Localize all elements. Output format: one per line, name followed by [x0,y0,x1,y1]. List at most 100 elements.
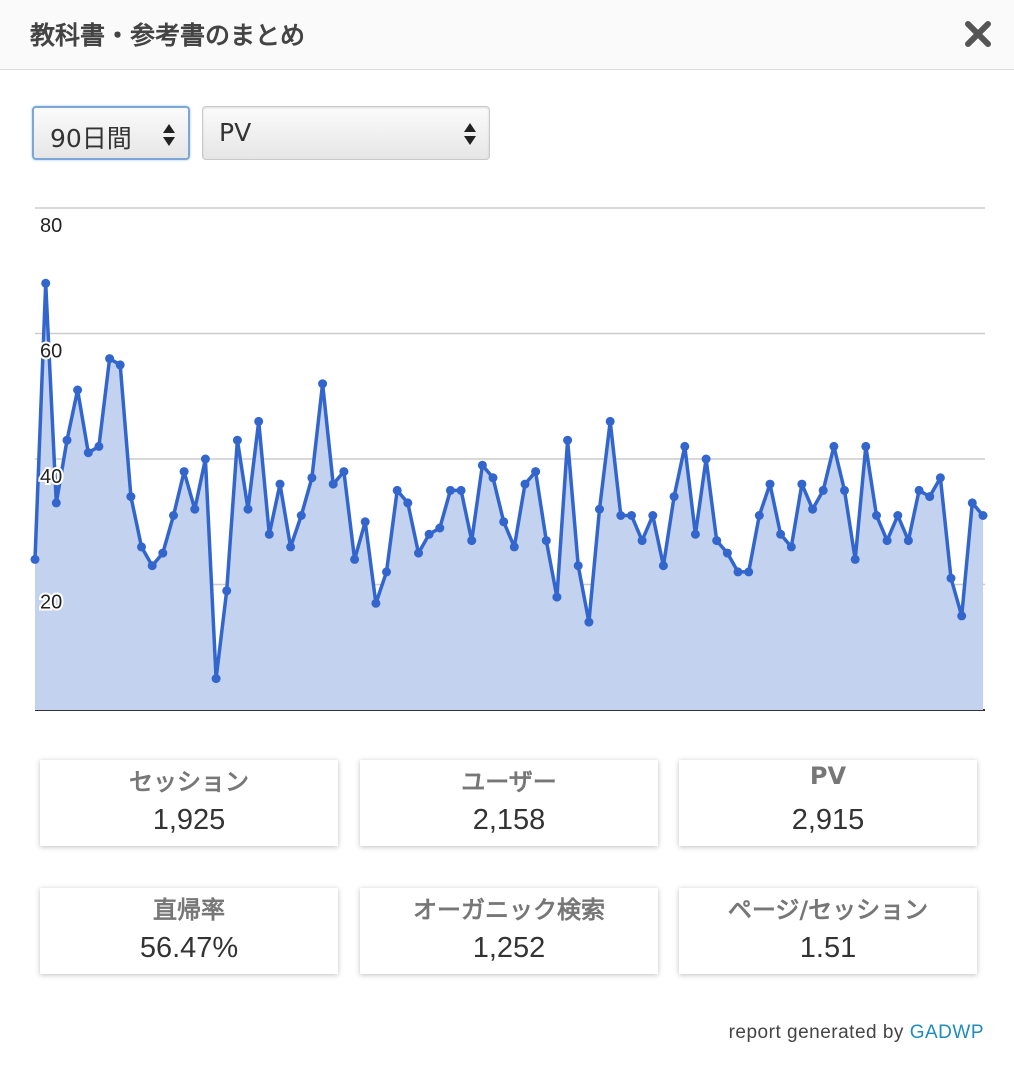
data-point [62,435,72,445]
data-point [872,511,881,520]
data-point [445,485,455,495]
chart-y-ticks: 20 40 60 80 [38,213,64,616]
metric-select[interactable]: PV [202,106,490,160]
data-point [360,517,370,527]
stat-card-pages-per-session: ページ/セッション 1.51 [679,888,977,974]
data-point [925,492,935,502]
chart-points [30,278,988,684]
data-point [403,498,413,508]
data-point [595,504,604,514]
data-point [722,548,732,558]
data-point [584,617,594,627]
data-point [435,523,445,533]
data-point [627,511,636,520]
stat-value: 1,925 [152,804,226,836]
data-point [776,529,786,539]
data-point [115,360,125,370]
data-point [200,454,210,464]
data-point [94,441,104,451]
data-point [499,517,509,527]
period-select[interactable]: 90日間 [32,106,190,160]
data-point [488,473,498,483]
period-select-value: 90日間 [50,124,132,153]
select-arrows-icon [464,123,476,145]
data-point [158,548,168,558]
y-tick-label: 60 [40,341,62,363]
data-point [669,492,679,502]
data-point [126,492,136,502]
y-tick-label: 20 [40,592,62,614]
stat-card-pageviews: PV 2,915 [679,760,977,846]
area-fill [35,283,983,710]
data-point [232,435,242,445]
data-point [754,511,764,520]
data-point [818,485,828,495]
gadwp-link[interactable]: GADWP [909,1022,984,1043]
stat-label: 直帰率 [153,896,225,924]
data-point [222,586,232,596]
stat-value: 1,252 [472,932,546,964]
data-point [137,542,146,552]
stat-card-organic-search: オーガニック検索 1,252 [360,888,658,974]
data-point [190,504,200,514]
data-point [605,416,615,426]
data-point [41,278,51,288]
data-point [339,467,349,477]
footer-credit: report generated by GADWP [729,1022,984,1044]
data-point [467,536,477,546]
stat-label: ユーザー [461,768,557,796]
data-point [179,467,189,477]
data-point [307,473,317,483]
stat-label: セッション [129,768,249,796]
data-point [477,460,487,470]
data-point [935,473,945,483]
data-point [861,441,871,451]
stat-value: 2,915 [791,804,865,836]
data-point [243,504,253,514]
data-point [658,561,668,571]
chart-series-line [33,281,985,681]
data-point [318,379,328,389]
y-tick-label: 40 [40,466,62,488]
data-point [946,573,956,583]
pv-area-chart: 20 40 60 80 [30,207,988,711]
data-point [169,511,178,520]
data-point [914,485,924,495]
data-point [541,536,551,546]
data-point [286,542,296,552]
data-point [254,416,264,426]
data-point [765,479,775,489]
close-icon [965,21,991,47]
data-point [573,561,583,571]
data-point [797,479,807,489]
data-point [509,542,519,552]
close-button[interactable] [960,16,996,52]
data-point [850,554,860,564]
data-point [264,529,274,539]
metric-select-value: PV [219,118,252,147]
data-point [967,498,977,508]
stat-label: ページ/セッション [727,896,929,924]
data-point [424,529,434,539]
stat-value: 56.47% [139,932,239,964]
data-point [637,536,647,546]
data-point [648,511,658,520]
data-point [30,554,40,564]
data-point [83,448,93,458]
data-point [680,441,690,451]
data-point [744,567,754,577]
data-point [105,354,115,364]
data-point [275,479,285,489]
data-point [382,567,391,577]
data-point [786,542,796,552]
data-point [903,536,913,546]
data-point [563,435,573,445]
data-point [520,479,530,489]
data-point [701,454,711,464]
data-point [882,536,892,546]
series-line [33,281,985,681]
data-point [296,511,306,520]
data-point [829,441,839,451]
data-point [733,567,743,577]
data-point [957,611,967,621]
